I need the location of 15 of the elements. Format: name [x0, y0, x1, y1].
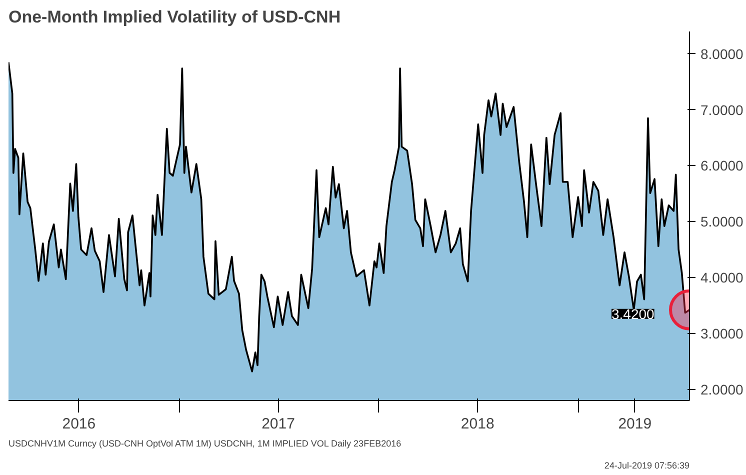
- y-tick-label: 3.0000: [700, 325, 744, 342]
- y-tick-label: 8.0000: [700, 46, 744, 62]
- chart-title: One-Month Implied Volatility of USD-CNH: [8, 8, 341, 26]
- text: USDCNHV1M Curncy (USD-CNH OptVol ATM 1M) USDCNH, 1M IMPLIED VOL Daily 23FEB2016: [8, 438, 402, 448]
- y-tick-label: 5.0000: [700, 214, 744, 230]
- x-tick-label: 2016: [62, 416, 96, 432]
- y-tick-label: 4.0000: [700, 270, 744, 286]
- data-label: 3.4200: [612, 306, 655, 322]
- x-tick-label: 2017: [262, 416, 295, 432]
- text: 24-Jul-2019 07:56:39: [604, 460, 690, 470]
- y-tick-label: 2.0000: [700, 381, 744, 398]
- y-tick-label: 7.0000: [700, 102, 744, 118]
- x-tick-label: 2018: [460, 416, 494, 432]
- x-tick-label: 2019: [618, 416, 652, 432]
- y-tick-label: 6.0000: [700, 158, 744, 174]
